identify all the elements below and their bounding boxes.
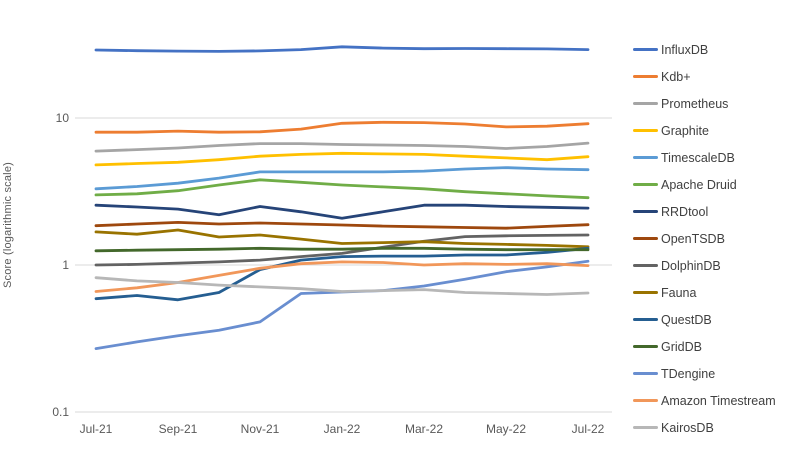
legend-line-swatch [633,399,658,402]
series-line-rrdtool [94,203,590,220]
legend-item: DolphinDB [633,252,776,279]
legend-label: OpenTSDB [661,231,725,246]
legend-label: TimescaleDB [661,150,735,165]
legend-line-swatch [633,156,658,159]
legend-label: Prometheus [661,96,729,111]
legend-label: KairosDB [661,420,714,435]
legend-label: Fauna [661,285,697,300]
series-line-opentsdb [94,220,590,230]
series-line-questdb [94,246,590,302]
legend-line-swatch [633,264,658,267]
legend-label: Graphite [661,123,709,138]
series-line-timescaledb [94,166,590,191]
legend-line-swatch [633,210,658,213]
series-line-tdengine [94,259,590,351]
series-line-kdb- [94,120,590,134]
series-line-apache-druid [94,178,590,200]
legend-label: Amazon Timestream [661,393,776,408]
x-tick-label: Nov-21 [241,422,280,436]
legend-label: InfluxDB [661,42,709,57]
legend-item: TimescaleDB [633,144,776,171]
legend-label: Kdb+ [661,69,691,84]
legend-item: TDengine [633,360,776,387]
legend-line-swatch [633,75,658,78]
x-tick-label: May-22 [486,422,526,436]
legend-line-swatch [633,426,658,429]
legend-item: Fauna [633,279,776,306]
legend-line-swatch [633,291,658,294]
legend-label: QuestDB [661,312,712,327]
legend-label: RRDtool [661,204,709,219]
legend-item: InfluxDB [633,36,776,63]
x-tick-label: Jul-21 [80,422,113,436]
legend-item: Prometheus [633,90,776,117]
legend-line-swatch [633,129,658,132]
x-tick-label: Jul-22 [572,422,605,436]
legend-line-swatch [633,102,658,105]
legend-item: OpenTSDB [633,225,776,252]
legend-line-swatch [633,48,658,51]
legend-label: GridDB [661,339,702,354]
series-line-amazon-timestream [94,260,590,293]
y-tick-label: 1 [62,258,69,272]
y-tick-label: 10 [56,111,70,125]
legend-line-swatch [633,318,658,321]
x-tick-label: Jan-22 [324,422,361,436]
legend-item: QuestDB [633,306,776,333]
legend: InfluxDB Kdb+ Prometheus Graphite TimescaleD… [633,36,776,441]
series-line-griddb [94,246,590,253]
y-tick-label: 0.1 [52,405,69,419]
series-line-influxdb [94,45,590,53]
series-line-dolphindb [94,233,590,267]
legend-line-swatch [633,183,658,186]
legend-label: DolphinDB [661,258,721,273]
legend-item: KairosDB [633,414,776,441]
legend-item: RRDtool [633,198,776,225]
legend-item: GridDB [633,333,776,360]
legend-item: Graphite [633,117,776,144]
legend-line-swatch [633,237,658,240]
series-line-prometheus [94,141,590,153]
x-tick-label: Mar-22 [405,422,443,436]
legend-line-swatch [633,345,658,348]
legend-line-swatch [633,372,658,375]
legend-item: Apache Druid [633,171,776,198]
series-line-fauna [94,228,590,249]
x-tick-label: Sep-21 [159,422,198,436]
series-line-graphite [94,151,590,167]
series-line-kairosdb [94,276,590,296]
legend-item: Kdb+ [633,63,776,90]
legend-label: Apache Druid [661,177,737,192]
legend-item: Amazon Timestream [633,387,776,414]
legend-label: TDengine [661,366,716,381]
